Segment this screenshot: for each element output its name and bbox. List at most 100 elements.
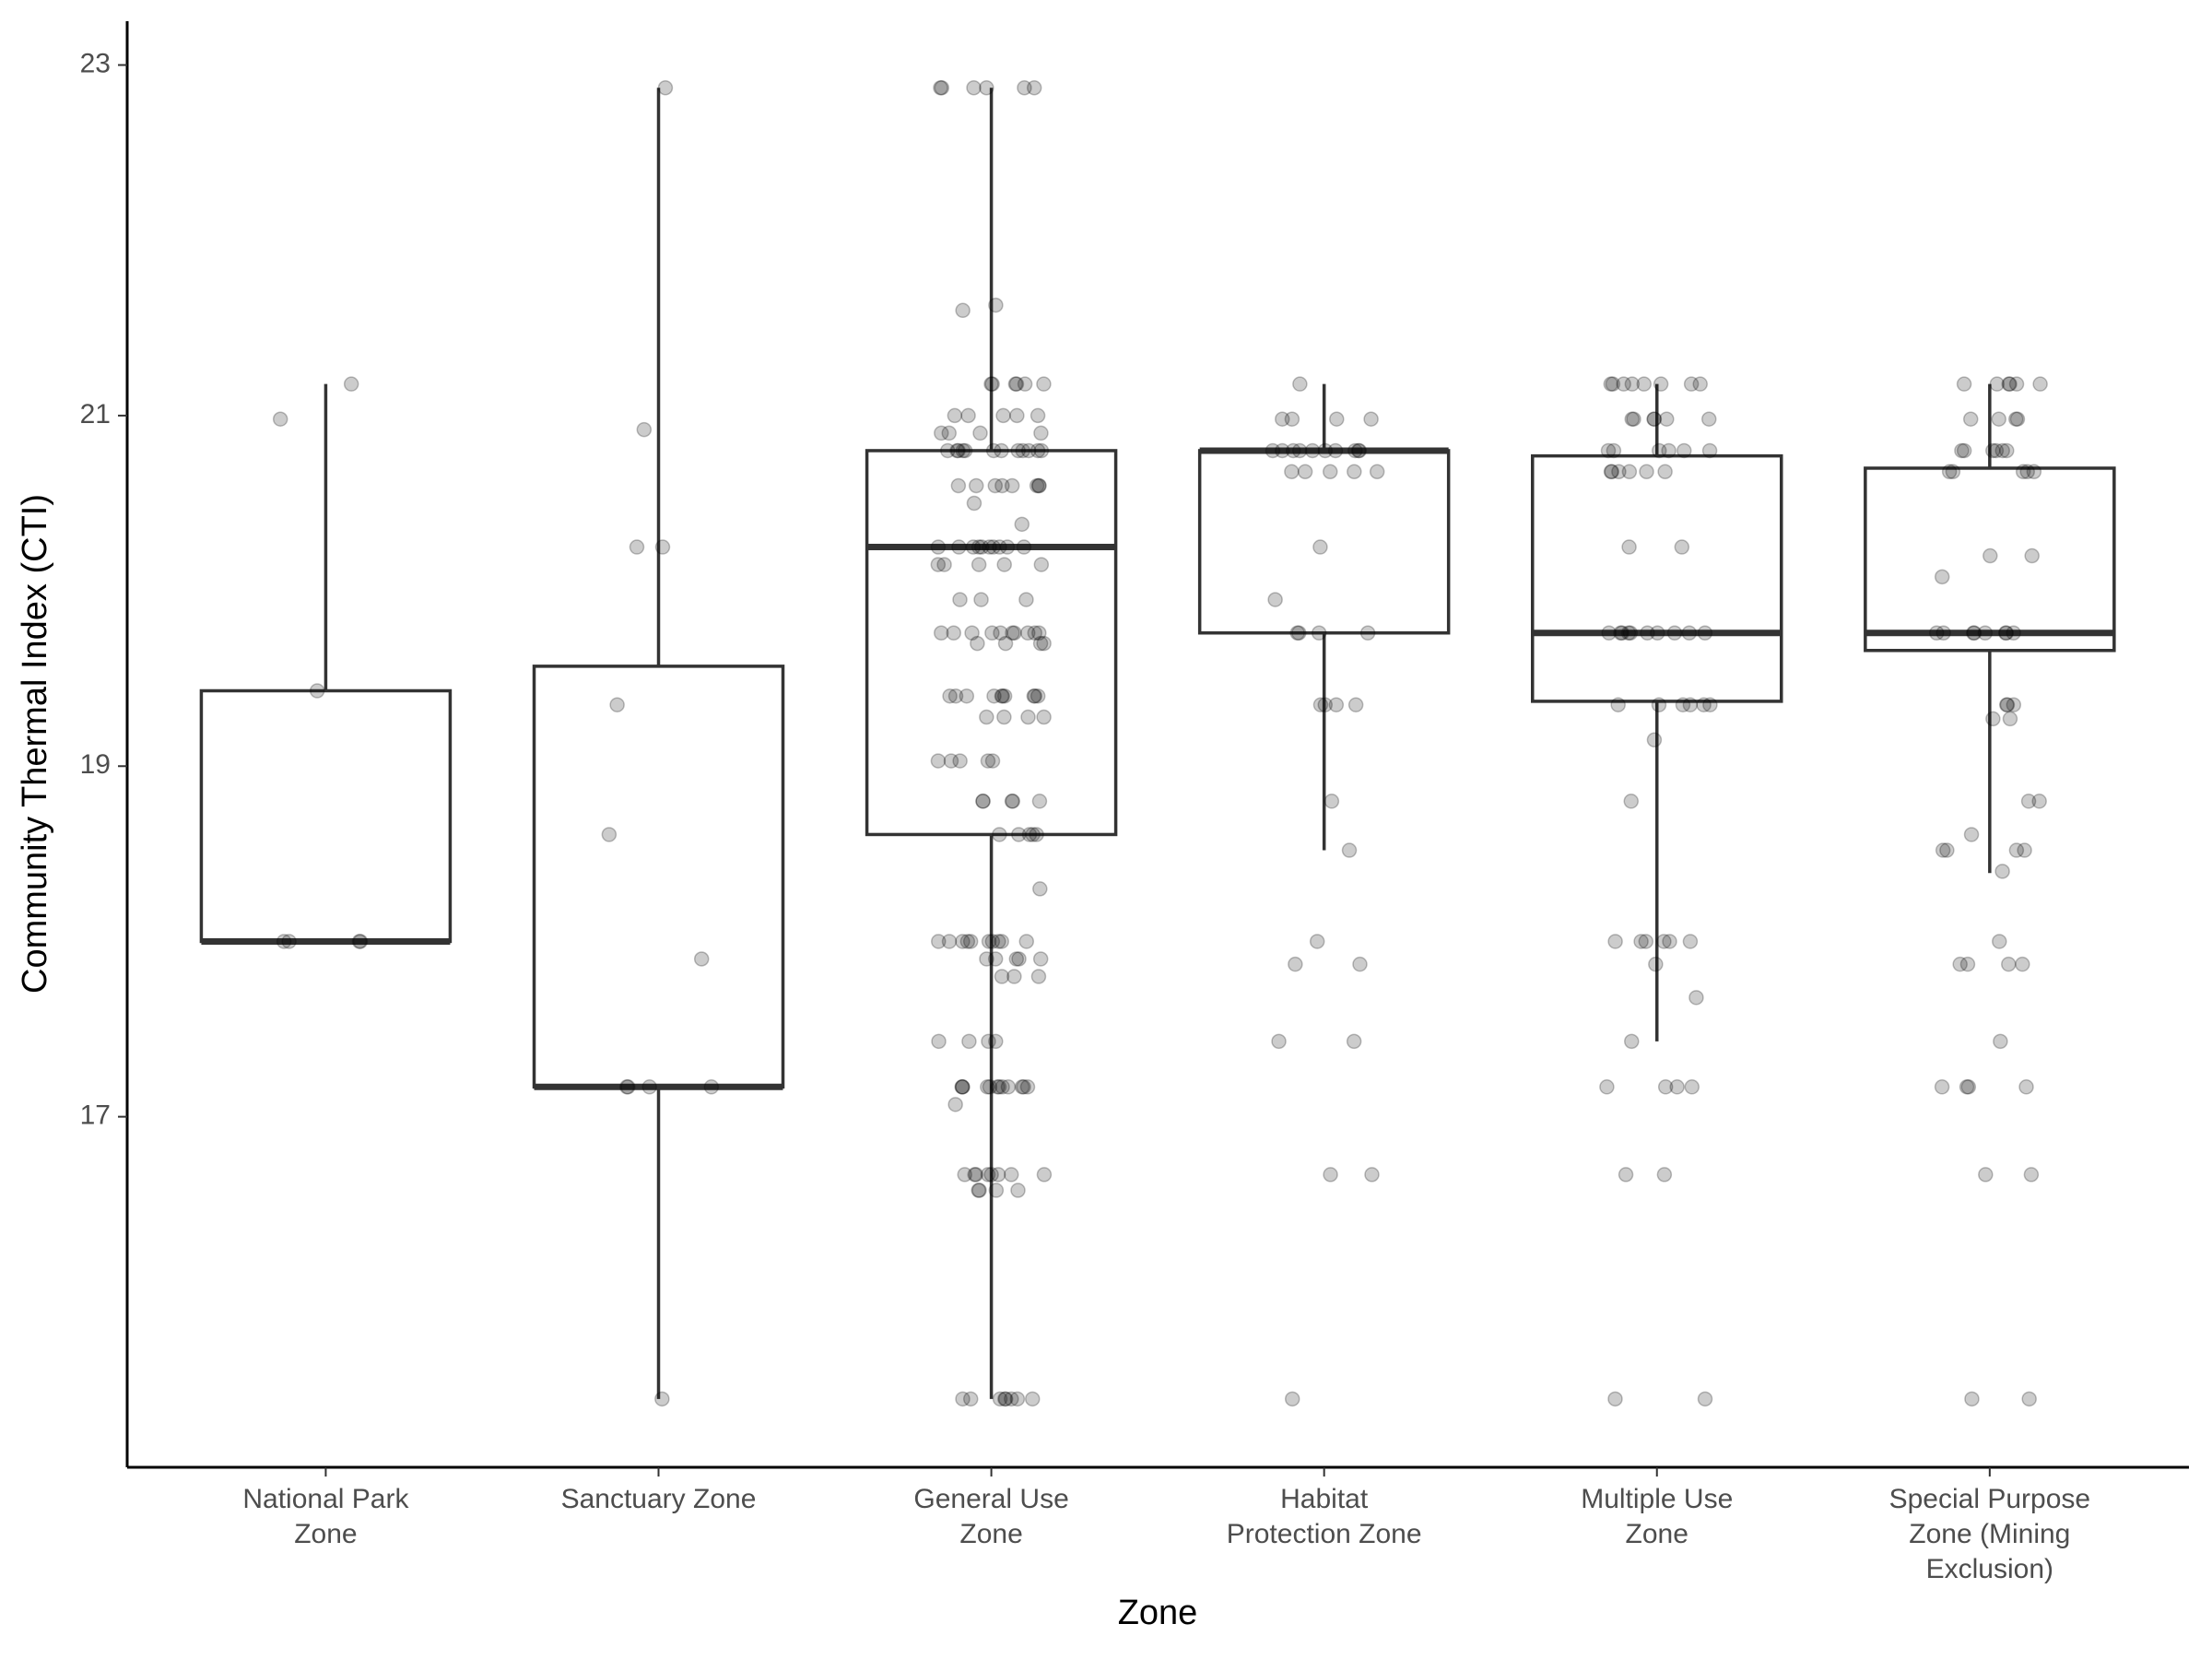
data-point <box>984 753 1001 769</box>
data-point <box>1027 688 1043 704</box>
data-point <box>961 1033 977 1050</box>
data-point <box>654 1391 670 1407</box>
data-point <box>933 625 949 641</box>
data-point <box>966 495 982 512</box>
data-point <box>1997 625 2014 641</box>
data-point <box>993 625 1008 641</box>
data-point <box>1030 688 1046 704</box>
data-point <box>1033 557 1050 572</box>
data-point <box>1369 464 1385 480</box>
data-point <box>1017 80 1032 96</box>
data-point <box>988 1033 1004 1050</box>
x-tick-label: National Park Zone <box>242 1484 409 1549</box>
data-point <box>1010 442 1026 459</box>
data-point <box>973 539 990 555</box>
data-point <box>1610 697 1626 712</box>
x-tick-label: Habitat Protection Zone <box>1226 1484 1422 1549</box>
data-point <box>962 1391 979 1407</box>
data-point <box>1700 411 1717 427</box>
data-point <box>1017 376 1033 392</box>
data-point <box>968 477 984 494</box>
data-point <box>272 411 288 427</box>
data-point <box>1016 1079 1031 1095</box>
data-point <box>609 697 625 712</box>
data-point <box>1611 464 1627 480</box>
data-point <box>1006 625 1022 641</box>
data-point <box>1346 1033 1362 1050</box>
data-point <box>1648 956 1664 972</box>
data-point <box>1606 442 1622 459</box>
data-point <box>1036 376 1052 392</box>
data-point <box>950 477 967 494</box>
data-point <box>2023 1167 2040 1182</box>
data-point <box>1985 711 2001 727</box>
x-tick-label: Sanctuary Zone <box>560 1484 757 1514</box>
data-point <box>992 1391 1008 1407</box>
data-point <box>990 1167 1006 1182</box>
data-point <box>2031 794 2047 809</box>
data-point <box>1309 934 1325 949</box>
data-point <box>1030 407 1046 424</box>
data-point <box>1622 625 1639 641</box>
data-point <box>1599 1079 1615 1095</box>
x-tick-label: General Use Zone <box>913 1484 1069 1549</box>
data-point <box>991 1079 1007 1095</box>
data-point <box>1000 1079 1017 1095</box>
data-point <box>988 1182 1005 1198</box>
data-point <box>1026 688 1042 704</box>
data-point <box>1003 1167 1019 1182</box>
data-point <box>952 592 968 607</box>
data-point <box>955 1079 971 1095</box>
data-point <box>1675 697 1691 712</box>
data-point <box>693 951 710 967</box>
data-point <box>1265 442 1281 459</box>
data-point <box>1036 1167 1053 1182</box>
data-point <box>1936 625 1951 641</box>
data-point <box>1999 697 2016 712</box>
data-point <box>980 1079 995 1095</box>
data-point <box>1030 969 1047 984</box>
data-point <box>2001 376 2017 392</box>
data-point <box>1019 1079 1036 1095</box>
data-point <box>1697 1391 1713 1407</box>
data-point <box>1032 881 1048 897</box>
data-point <box>1638 934 1654 949</box>
data-point <box>1994 864 2010 879</box>
data-point <box>1696 697 1712 712</box>
data-point <box>1989 376 2006 392</box>
data-point <box>934 425 949 441</box>
data-point <box>276 934 292 949</box>
data-point <box>2008 411 2024 427</box>
data-point <box>1621 539 1637 555</box>
data-point <box>954 1079 971 1095</box>
data-point <box>1347 697 1364 712</box>
data-point <box>1702 697 1718 712</box>
data-point <box>1011 827 1027 842</box>
data-point <box>2002 711 2018 727</box>
data-point <box>1275 411 1290 427</box>
data-point <box>997 1391 1014 1407</box>
data-point <box>1004 794 1020 809</box>
data-point <box>1031 477 1047 494</box>
data-point <box>955 934 971 949</box>
data-point <box>1999 442 2015 459</box>
data-point <box>1656 1167 1673 1182</box>
data-point <box>1616 376 1631 392</box>
data-point <box>1626 411 1641 427</box>
data-point <box>1701 442 1718 459</box>
data-point <box>1639 464 1654 480</box>
data-point <box>1956 376 1972 392</box>
data-point <box>1036 635 1052 652</box>
data-point <box>984 625 1000 641</box>
data-point <box>962 934 979 949</box>
data-point <box>1007 376 1024 392</box>
data-point <box>1328 697 1345 712</box>
y-tick-label: 17 <box>80 1100 111 1131</box>
data-point <box>1292 376 1308 392</box>
data-point <box>1952 956 1968 972</box>
data-point <box>352 934 369 949</box>
data-point <box>1021 827 1038 842</box>
data-point <box>1284 411 1300 427</box>
data-point <box>1657 1079 1674 1095</box>
data-point <box>980 1167 996 1182</box>
